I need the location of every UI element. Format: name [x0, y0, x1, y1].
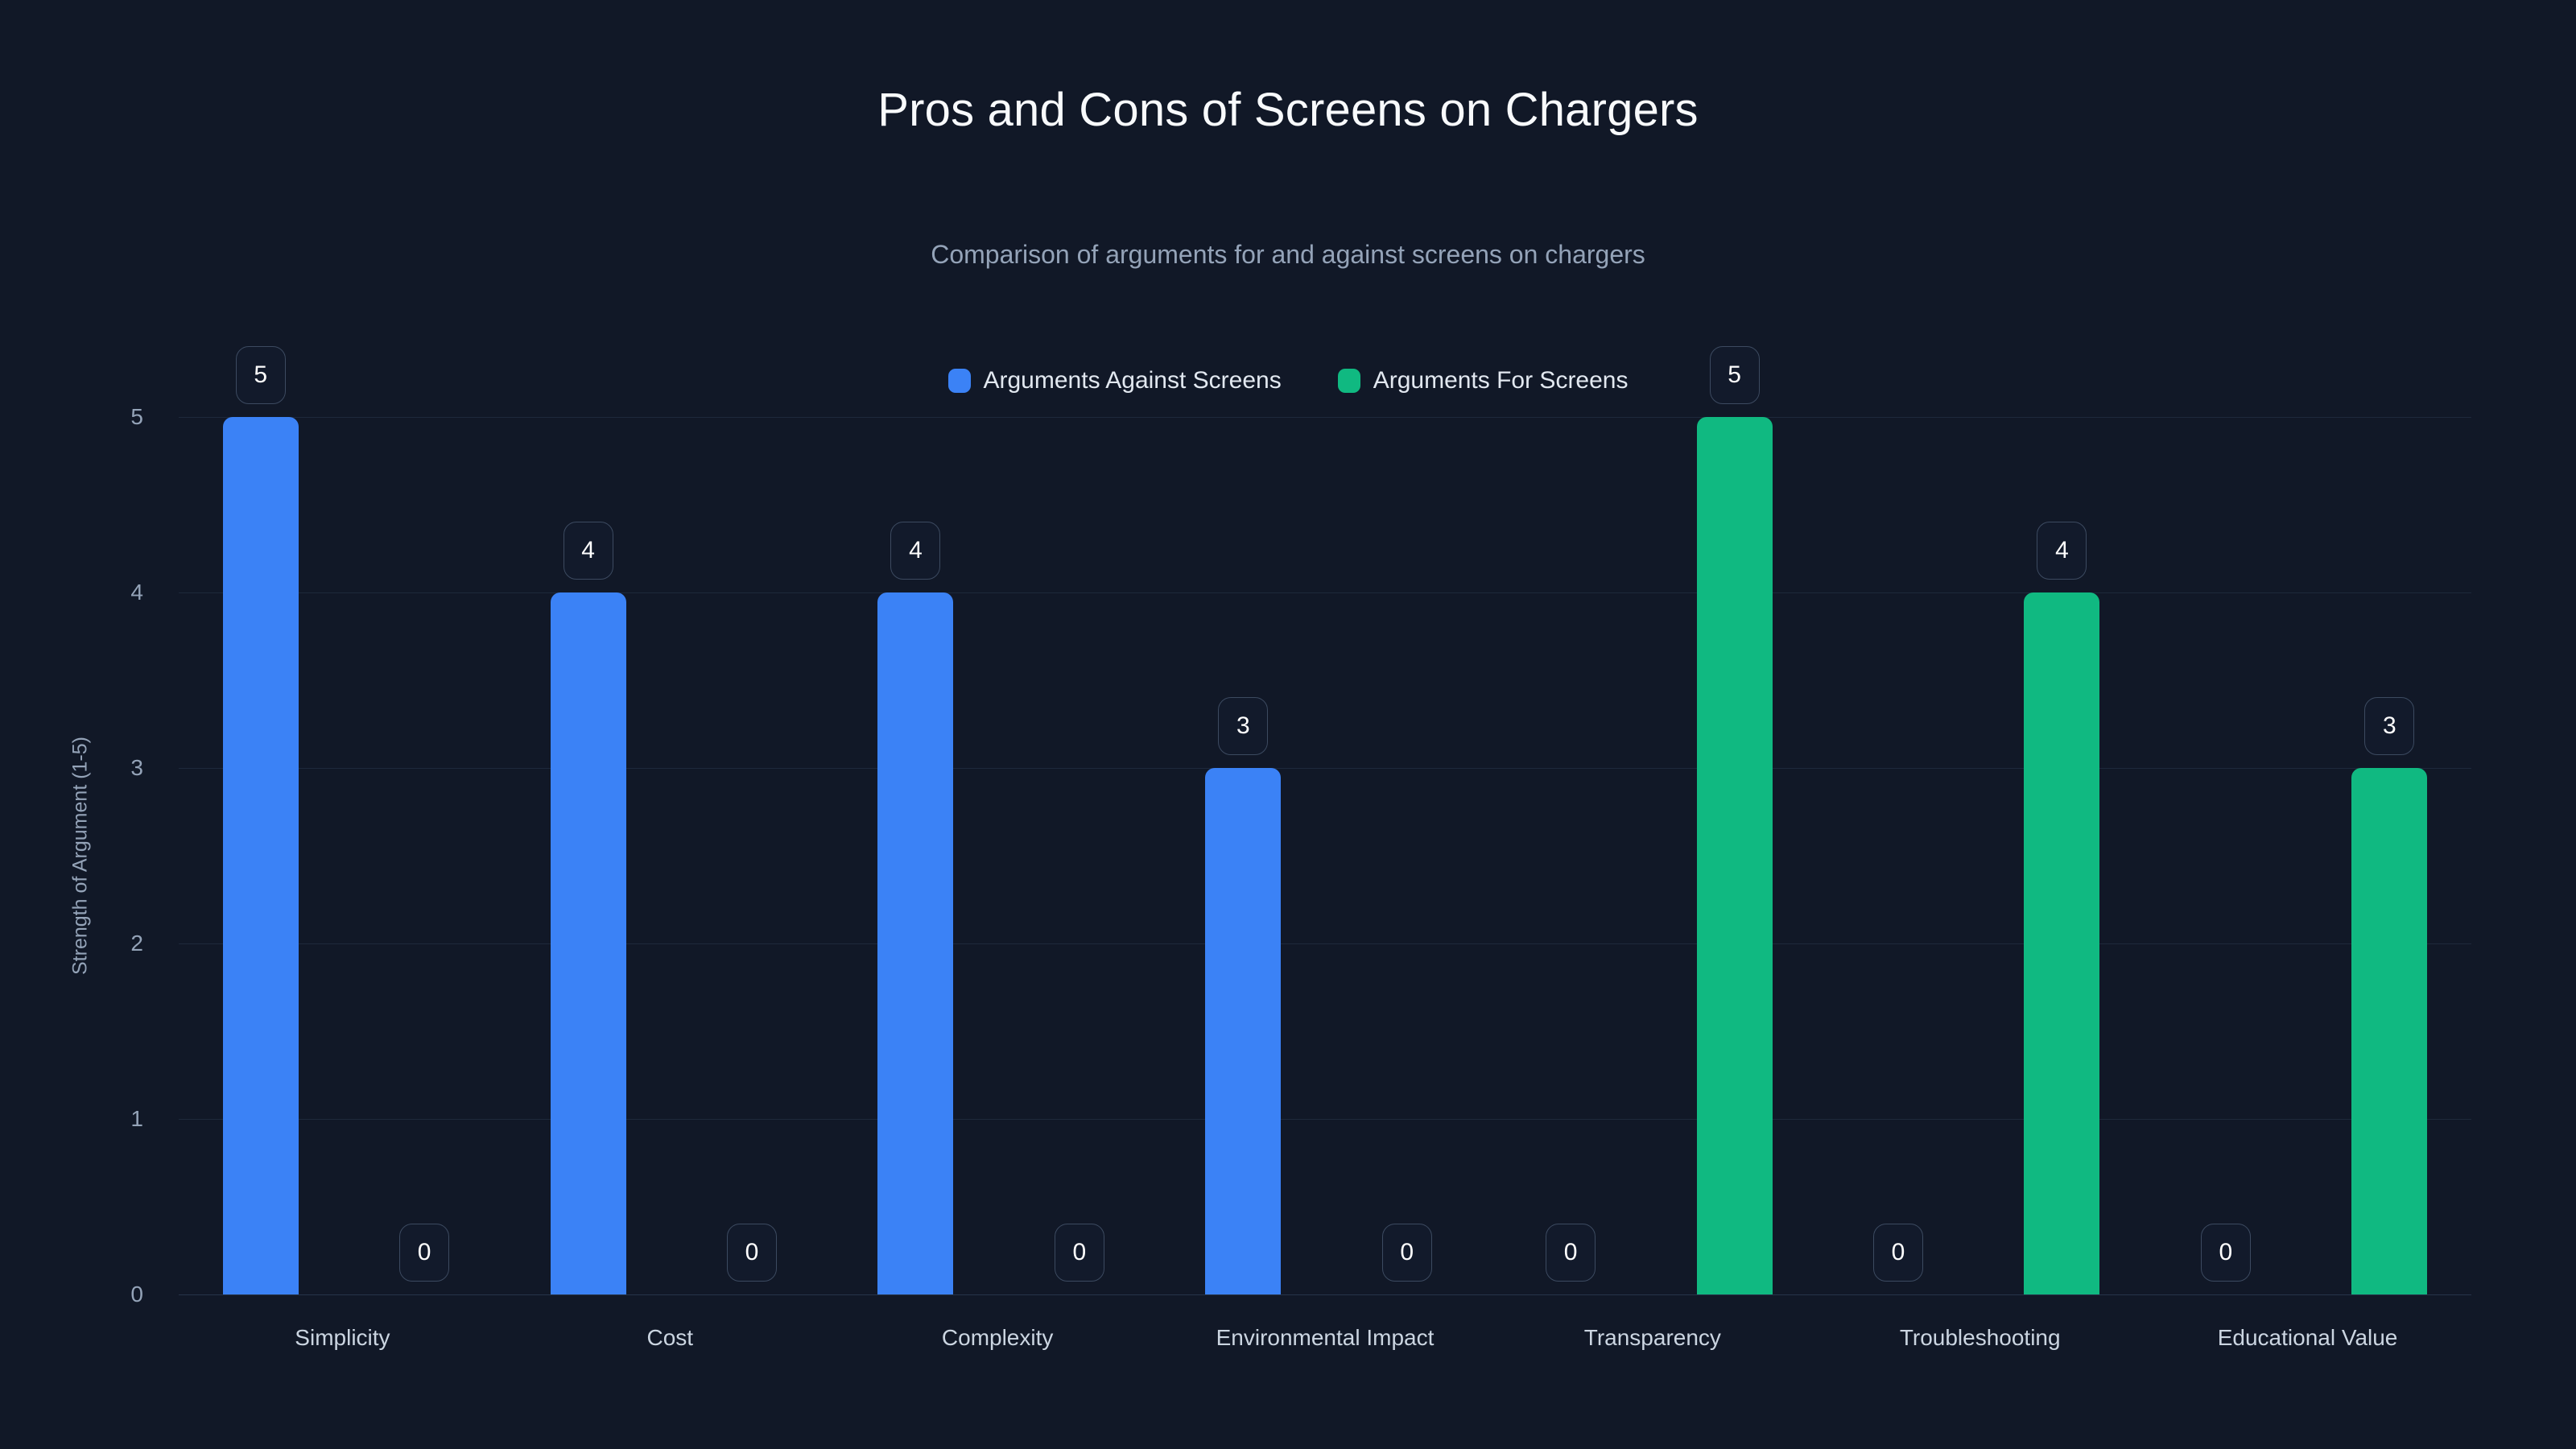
- gridline: [179, 768, 2471, 769]
- bar-value-badge: 0: [727, 1224, 777, 1282]
- gridline: [179, 592, 2471, 593]
- y-axis-tick-label: 1: [130, 1106, 143, 1131]
- y-axis-tick-label: 5: [130, 404, 143, 429]
- bar-value-badge: 0: [1381, 1224, 1432, 1282]
- legend-item-for[interactable]: Arguments For Screens: [1337, 367, 1629, 394]
- chart-title: Pros and Cons of Screens on Chargers: [877, 84, 1699, 136]
- y-axis-tick-label: 3: [130, 755, 143, 780]
- bar[interactable]: [877, 592, 954, 1294]
- bar-value-badge: 4: [563, 522, 613, 580]
- y-axis-title: Strength of Argument (1-5): [68, 737, 92, 975]
- bar-value-badge: 4: [890, 522, 941, 580]
- legend-swatch-icon: [1337, 369, 1360, 393]
- gridline: [179, 1119, 2471, 1120]
- legend-label: Arguments Against Screens: [983, 367, 1282, 394]
- bar-value-badge: 0: [1546, 1224, 1596, 1282]
- x-axis-category-label: Simplicity: [295, 1325, 390, 1350]
- bar-value-badge: 4: [2037, 522, 2087, 580]
- bar-value-badge: 5: [235, 346, 286, 404]
- bar[interactable]: [550, 592, 626, 1294]
- bar-value-badge: 0: [2200, 1224, 2251, 1282]
- x-axis-category-label: Complexity: [941, 1325, 1054, 1350]
- bar-value-badge: 0: [1054, 1224, 1104, 1282]
- x-axis-category-label: Transparency: [1583, 1325, 1721, 1350]
- bar[interactable]: [2351, 768, 2428, 1294]
- bar-value-badge: 3: [2364, 697, 2415, 755]
- bar[interactable]: [222, 417, 299, 1294]
- bar[interactable]: [1696, 417, 1773, 1294]
- x-axis-category-label: Troubleshooting: [1899, 1325, 2061, 1350]
- bar[interactable]: [2024, 592, 2100, 1294]
- chart-subtitle: Comparison of arguments for and against …: [931, 240, 1645, 269]
- y-axis-tick-label: 4: [130, 580, 143, 605]
- legend-swatch-icon: [947, 369, 971, 393]
- gridline: [179, 943, 2471, 944]
- bar-value-badge: 3: [1218, 697, 1269, 755]
- legend-label: Arguments For Screens: [1373, 367, 1629, 394]
- plot-area: 0 1 2 3 4 5 5 0 4 0 4 0 3 0 0 5 0 4 0 3: [130, 346, 2471, 1306]
- y-axis-tick-label: 2: [130, 931, 143, 956]
- bar-value-badge: 0: [1873, 1224, 1923, 1282]
- gridline: [179, 1294, 2471, 1295]
- x-axis-category-label: Cost: [646, 1325, 694, 1350]
- gridline: [179, 417, 2471, 418]
- x-axis-category-label: Educational Value: [2217, 1325, 2398, 1350]
- bar-value-badge: 5: [1709, 346, 1760, 404]
- bar-value-badge: 0: [399, 1224, 450, 1282]
- y-axis-tick-label: 0: [130, 1282, 143, 1307]
- x-axis-category-label: Environmental Impact: [1216, 1325, 1435, 1350]
- chart-legend: Arguments Against Screens Arguments For S…: [0, 369, 2576, 393]
- bar[interactable]: [1205, 768, 1282, 1294]
- legend-item-against[interactable]: Arguments Against Screens: [947, 367, 1282, 394]
